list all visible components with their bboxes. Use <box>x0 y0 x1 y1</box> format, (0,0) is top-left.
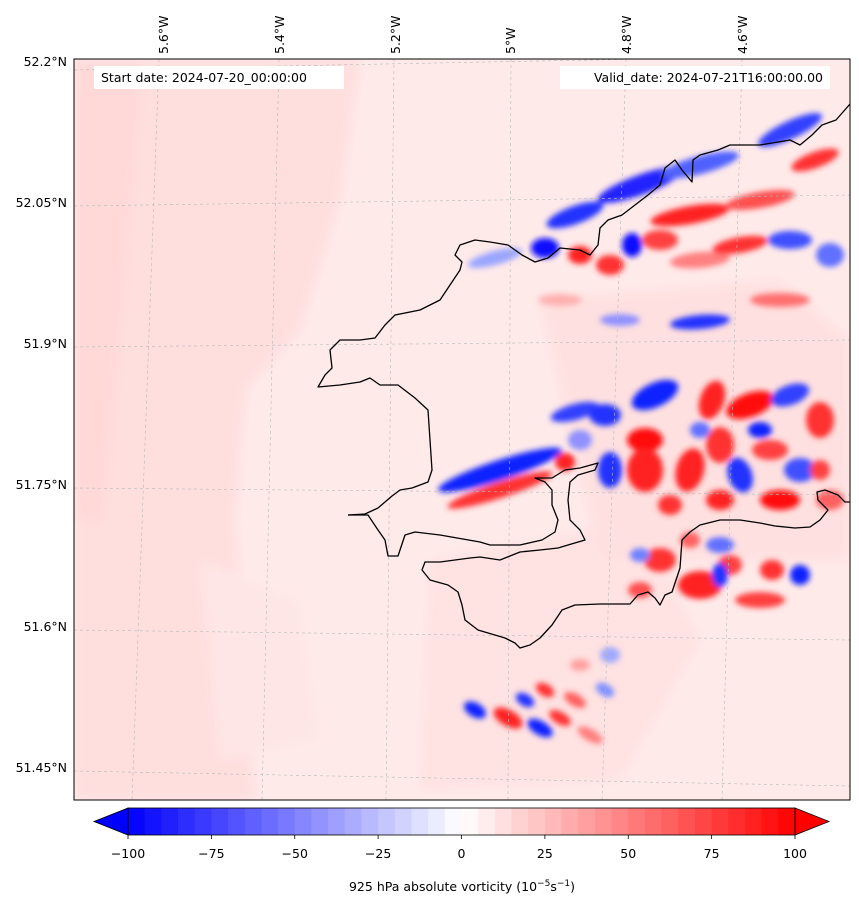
colorbar-cell <box>128 808 146 835</box>
colorbar-cell <box>494 808 512 835</box>
colorbar-cell <box>511 808 529 835</box>
colorbar-cell <box>361 808 379 835</box>
longitude-labels: 5.6°W 5.4°W 5.2°W 5°W 4.8°W 4.6°W <box>156 16 750 55</box>
map-border <box>73 58 851 801</box>
colorbar-cell <box>628 808 646 835</box>
colorbar-cell <box>211 808 229 835</box>
lat-label: 51.45°N <box>16 760 67 775</box>
lon-label: 4.6°W <box>735 16 750 55</box>
colorbar-tick-label: −25 <box>365 846 391 861</box>
lon-label: 5.4°W <box>272 16 287 55</box>
vorticity-strong-features <box>438 113 844 744</box>
colorbar-tick-label: −75 <box>198 846 224 861</box>
colorbar-cell <box>611 808 629 835</box>
colorbar-cell <box>411 808 429 835</box>
coastline <box>317 103 850 649</box>
colorbar-cell <box>761 808 779 835</box>
colorbar-cell <box>644 808 662 835</box>
colorbar-cell <box>178 808 196 835</box>
latitude-labels: 52.2°N 52.05°N 51.9°N 51.75°N 51.6°N 51.… <box>16 54 67 775</box>
colorbar-cell <box>344 808 362 835</box>
colorbar-cell <box>544 808 562 835</box>
colorbar-cell <box>228 808 246 835</box>
colorbar-extend-low <box>92 807 129 836</box>
colorbar-cell <box>694 808 713 835</box>
lon-label: 5.2°W <box>388 16 403 55</box>
lon-label: 5°W <box>503 27 518 54</box>
colorbar-cell <box>678 808 696 835</box>
colorbar-cell <box>461 808 479 835</box>
vorticity-weak-field <box>74 59 850 800</box>
valid-date-box <box>560 66 830 89</box>
coastline-north <box>317 103 850 516</box>
colorbar-cell <box>278 808 296 835</box>
lat-label: 52.2°N <box>24 54 67 69</box>
colorbar-tick-label: 25 <box>537 846 553 861</box>
lat-label: 51.6°N <box>24 619 67 634</box>
map-area: Start date: 2024-07-20_00:00:00 Valid_da… <box>74 59 850 800</box>
colorbar-cell <box>744 808 763 835</box>
colorbar-cell <box>394 808 412 835</box>
colorbar-cell <box>194 808 212 835</box>
lon-label: 4.8°W <box>619 16 634 55</box>
colorbar-extend-high <box>794 807 831 836</box>
colorbar: −100 −75 −50 −25 0 25 50 75 100 925 hPa absolute… <box>92 807 831 894</box>
colorbar-tick-label: 100 <box>783 846 807 861</box>
colorbar-cell <box>578 808 596 835</box>
colorbar-cell <box>244 808 262 835</box>
colorbar-cell <box>428 808 446 835</box>
lat-label: 51.75°N <box>16 477 67 492</box>
coastline-middle <box>348 462 850 649</box>
colorbar-tick-label: 50 <box>620 846 636 861</box>
colorbar-tick-label: 0 <box>458 846 466 861</box>
colorbar-cell <box>311 808 329 835</box>
valid-date-label: Valid_date: 2024-07-21T16:00:00.00 <box>594 70 823 85</box>
colorbar-cell <box>161 808 179 835</box>
colorbar-title: 925 hPa absolute vorticity (10−5s−1) <box>349 879 575 894</box>
lon-label: 5.6°W <box>156 16 171 55</box>
colorbar-cell <box>528 808 546 835</box>
colorbar-ticks: −100 −75 −50 −25 0 25 50 75 100 <box>111 835 807 861</box>
colorbar-cell <box>144 808 162 835</box>
colorbar-cell <box>778 808 796 835</box>
colorbar-cell <box>661 808 679 835</box>
colorbar-tick-label: −50 <box>282 846 308 861</box>
colorbar-cell <box>728 808 746 835</box>
colorbar-cells <box>128 808 796 835</box>
colorbar-cell <box>711 808 729 835</box>
colorbar-cell <box>378 808 396 835</box>
lat-label: 52.05°N <box>16 195 67 210</box>
start-date-label: Start date: 2024-07-20_00:00:00 <box>101 70 307 85</box>
colorbar-cell <box>328 808 346 835</box>
colorbar-cell <box>478 808 496 835</box>
lat-label: 51.9°N <box>24 336 67 351</box>
colorbar-tick-label: 75 <box>704 846 720 861</box>
colorbar-cell <box>261 808 279 835</box>
colorbar-cell <box>294 808 312 835</box>
colorbar-cell <box>444 808 462 835</box>
colorbar-cell <box>561 808 579 835</box>
colorbar-cell <box>594 808 612 835</box>
start-date-box <box>94 66 344 89</box>
colorbar-tick-label: −100 <box>111 846 145 861</box>
